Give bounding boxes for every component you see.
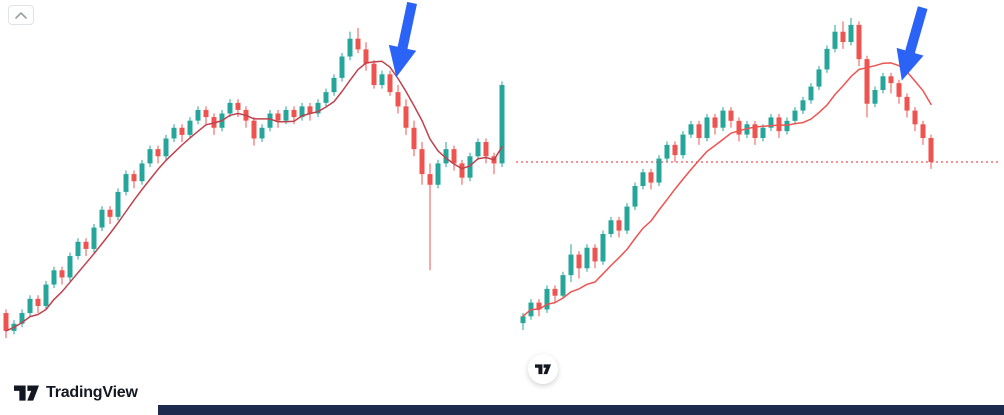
left-chart-panel: TradingView — [3, 0, 505, 402]
tradingview-logo-icon — [535, 363, 551, 374]
left-candlestick-chart — [3, 28, 505, 338]
tradingview-badge[interactable] — [528, 354, 558, 384]
collapse-button[interactable] — [8, 5, 34, 25]
tradingview-logo-icon — [14, 384, 39, 401]
blue-down-arrow-icon — [374, 0, 433, 84]
right-candlestick-chart — [516, 18, 1001, 330]
blue-down-arrow-icon — [880, 1, 944, 88]
right-chart-panel — [512, 0, 1004, 415]
tradingview-logo[interactable]: TradingView — [14, 384, 138, 402]
bottom-bar — [158, 405, 1004, 415]
chevron-up-icon — [15, 11, 27, 19]
tradingview-logo-text: TradingView — [46, 384, 138, 401]
